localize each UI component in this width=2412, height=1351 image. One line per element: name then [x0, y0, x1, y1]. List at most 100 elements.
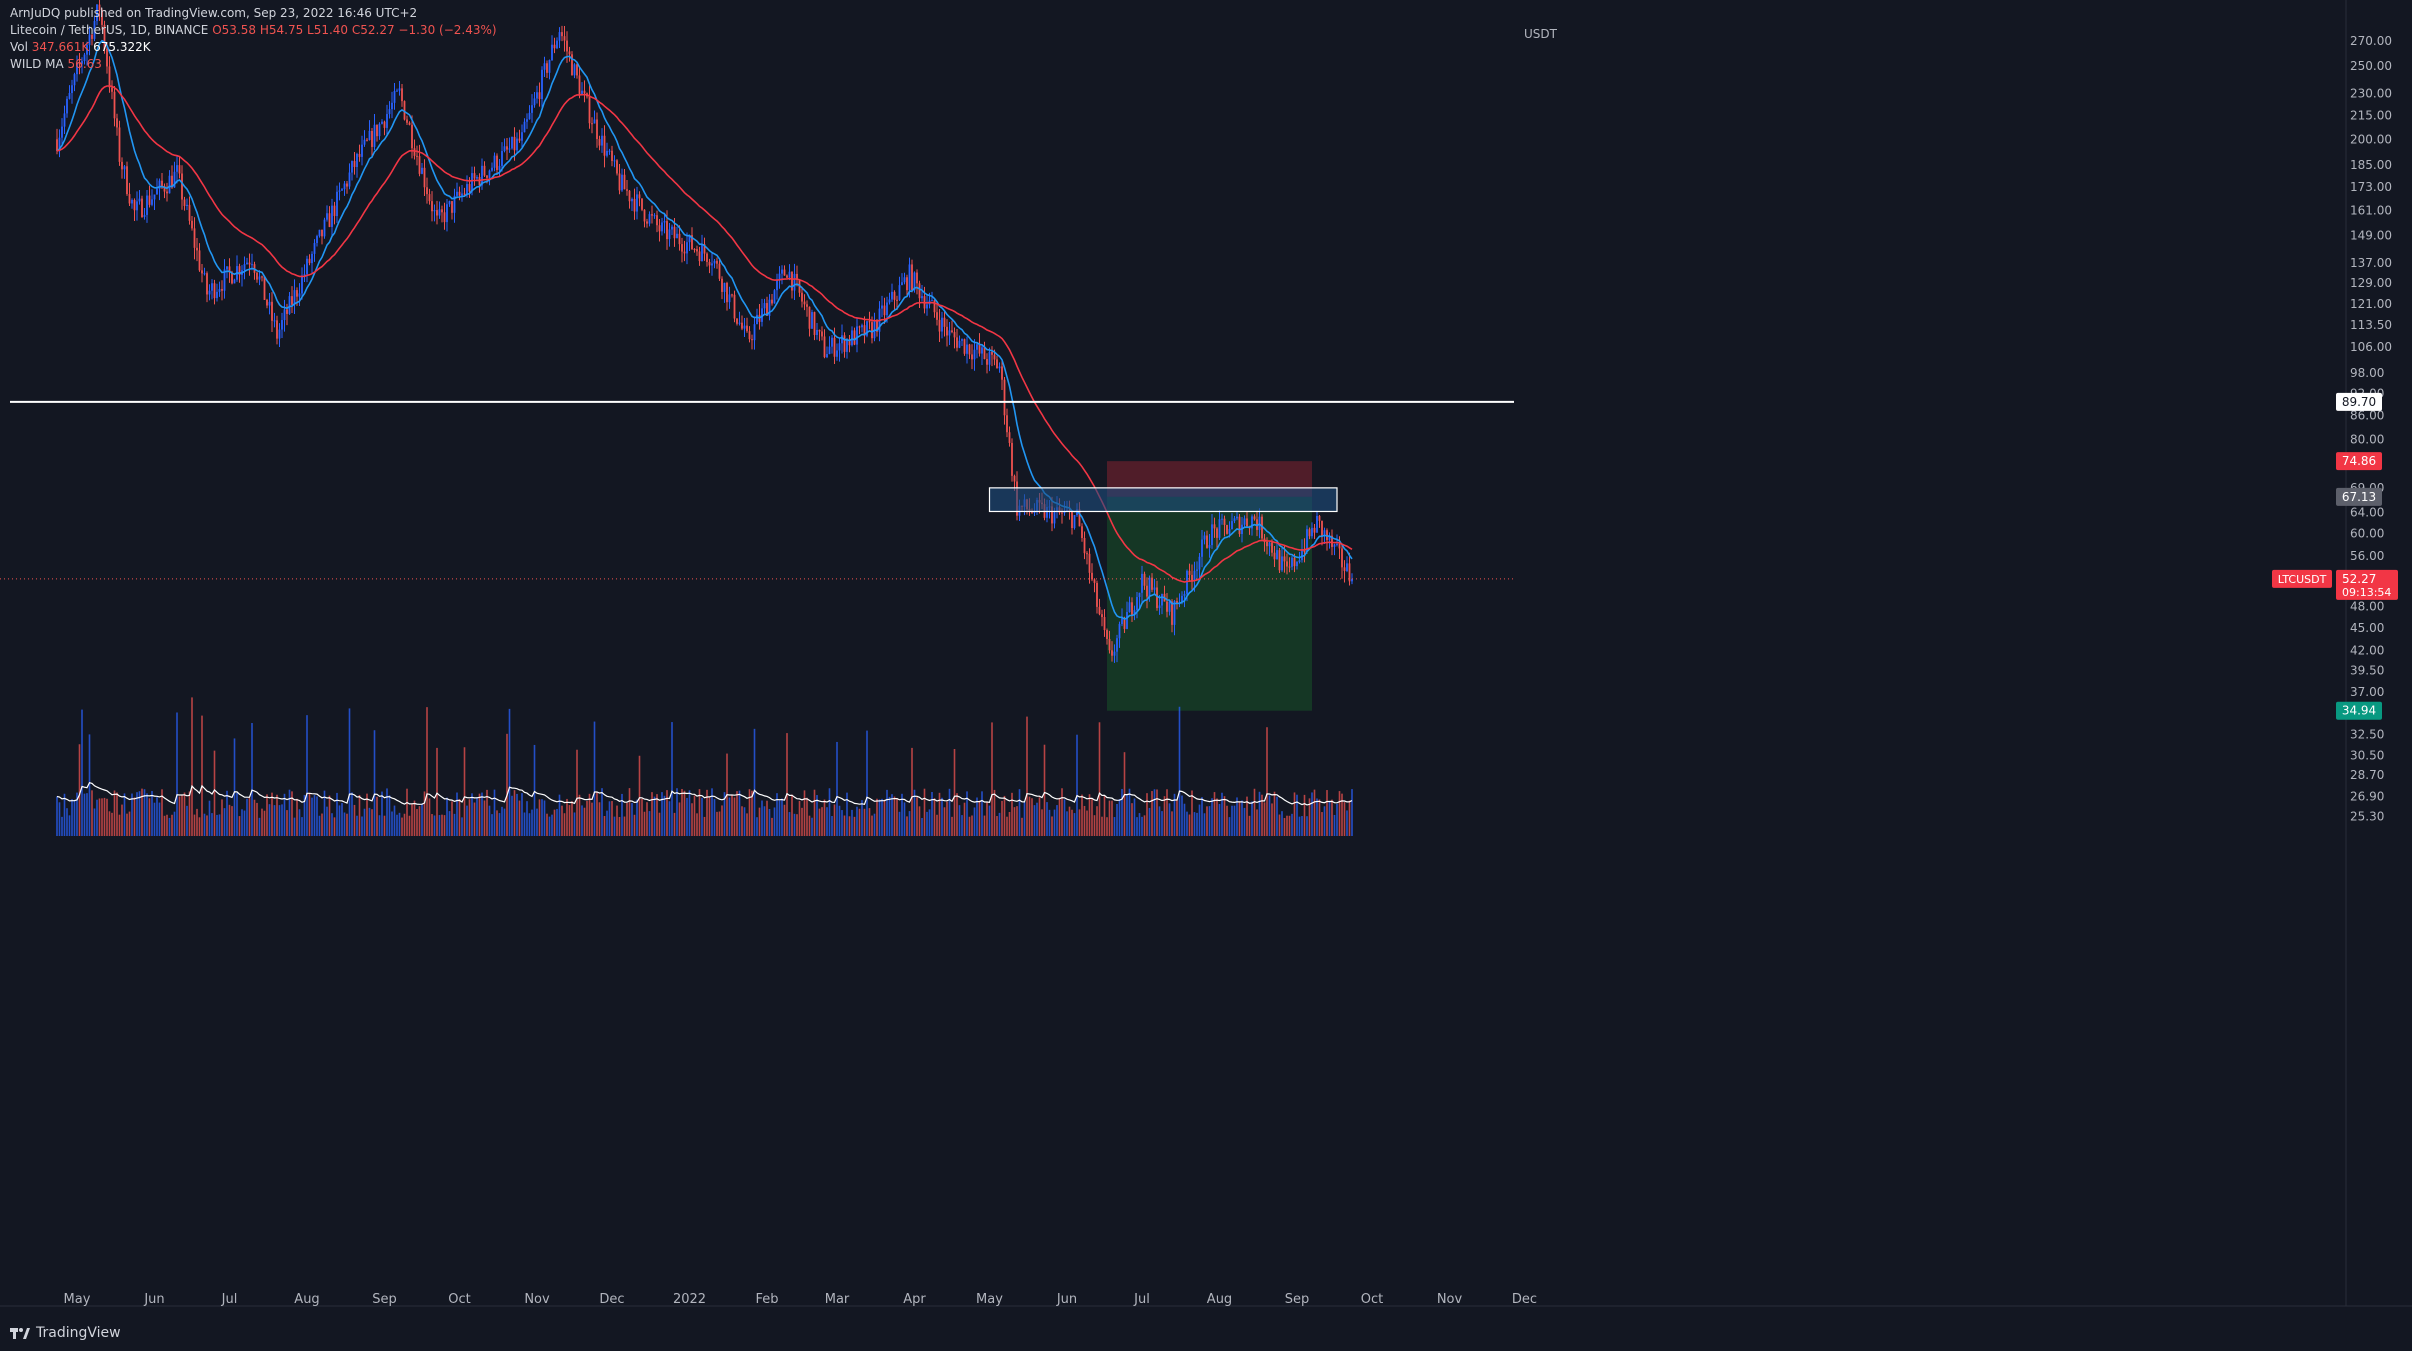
- volume-bar: [1138, 813, 1141, 836]
- candle-body: [723, 282, 726, 292]
- candle-body: [1231, 521, 1233, 530]
- candle-body: [1311, 527, 1313, 537]
- volume-bar: [1063, 799, 1066, 836]
- candle-body: [801, 292, 803, 302]
- volume-bar: [881, 798, 883, 836]
- volume-bar: [321, 813, 323, 836]
- candle-body: [108, 66, 111, 88]
- candle-body: [63, 113, 66, 127]
- volume-bar: [1001, 800, 1003, 836]
- volume-bar: [1183, 803, 1186, 836]
- candle-body: [1216, 528, 1218, 538]
- volume-bar: [838, 805, 841, 836]
- candle-body: [513, 136, 516, 151]
- y-tick-label: 200.00: [2350, 132, 2392, 146]
- volume-bar: [613, 816, 616, 836]
- volume-bar: [1106, 817, 1108, 836]
- volume-bar: [173, 811, 176, 836]
- y-tick-label: 121.00: [2350, 297, 2392, 311]
- volume-bar: [853, 816, 856, 836]
- volume-bar: [138, 791, 141, 836]
- candle-body: [196, 247, 198, 251]
- volume-bar: [1296, 794, 1298, 836]
- candle-body: [111, 87, 113, 92]
- vol-ma-value: 675.322K: [93, 40, 151, 54]
- wild-ma-legend[interactable]: WILD MA 56.63: [10, 57, 102, 71]
- candle-body: [1233, 518, 1236, 522]
- candle-body: [256, 272, 258, 280]
- volume-bar: [891, 794, 893, 836]
- volume-bar: [1146, 793, 1148, 836]
- candle-body: [896, 299, 898, 301]
- candle-body: [1246, 518, 1248, 527]
- volume-bar: [1151, 791, 1153, 836]
- volume-bar: [468, 799, 471, 836]
- volume-bar: [1116, 803, 1118, 836]
- candle-body: [566, 40, 568, 52]
- volume-bar: [58, 802, 61, 836]
- support-price-tag-bg: [2336, 392, 2382, 411]
- volume-bar: [241, 809, 243, 836]
- candle-body: [158, 180, 161, 189]
- candle-body: [1286, 561, 1288, 567]
- volume-bar: [683, 790, 686, 836]
- volume-legend[interactable]: Vol 347.661K 675.322K: [10, 40, 151, 54]
- candle-body: [441, 209, 443, 213]
- volume-bar: [1086, 810, 1088, 836]
- volume-bar: [688, 790, 691, 836]
- candle-body: [1046, 507, 1048, 518]
- candle-body: [531, 105, 533, 113]
- candle-body: [191, 220, 193, 229]
- candle-body: [811, 312, 813, 329]
- candle-body: [391, 102, 393, 110]
- volume-bar: [1226, 805, 1228, 836]
- candle-body: [1336, 544, 1338, 546]
- x-tick-label: Aug: [294, 1292, 319, 1307]
- volume-bar: [1098, 722, 1101, 836]
- volume-bar: [1126, 794, 1128, 836]
- candle-body: [528, 112, 531, 120]
- candle-body: [1301, 549, 1303, 561]
- candle-body: [323, 219, 326, 237]
- volume-bar: [646, 802, 648, 836]
- candle-body: [373, 124, 376, 147]
- volume-bar: [416, 809, 418, 836]
- candle-body: [421, 167, 423, 174]
- volume-bar: [946, 801, 948, 836]
- candle-body: [281, 320, 283, 330]
- candle-body: [1006, 415, 1008, 433]
- candle-body: [306, 258, 308, 275]
- volume-bar: [616, 805, 618, 836]
- volume-bar: [1203, 813, 1206, 836]
- candle-body: [1166, 601, 1168, 612]
- volume-bar: [941, 797, 943, 836]
- volume-bar: [306, 715, 308, 836]
- symbol-line[interactable]: Litecoin / TetherUS, 1D, BINANCE O53.58 …: [10, 23, 497, 37]
- volume-bar: [888, 796, 891, 836]
- volume-bar: [1266, 727, 1268, 836]
- y-tick-label: 32.50: [2350, 727, 2384, 741]
- candle-body: [463, 193, 466, 195]
- volume-bar: [1306, 816, 1308, 836]
- volume-bar: [718, 811, 721, 836]
- volume-bar: [981, 791, 983, 836]
- volume-bar: [811, 817, 813, 836]
- candle-body: [1083, 537, 1086, 554]
- volume-bar: [601, 788, 603, 836]
- candle-body: [831, 337, 833, 347]
- candle-body: [61, 126, 63, 138]
- candle-body: [431, 201, 433, 212]
- volume-bar: [1013, 807, 1016, 836]
- candle-body: [1331, 535, 1333, 547]
- candle-body: [416, 155, 418, 157]
- candle-body: [68, 93, 71, 99]
- volume-bar: [1333, 814, 1336, 836]
- candle-body: [803, 301, 806, 305]
- volume-bar: [1346, 810, 1348, 836]
- candle-body: [406, 119, 408, 123]
- tradingview-footer[interactable]: TradingView: [10, 1325, 121, 1341]
- volume-bar: [978, 800, 981, 836]
- candle-body: [563, 36, 566, 41]
- volume-bar: [258, 817, 261, 836]
